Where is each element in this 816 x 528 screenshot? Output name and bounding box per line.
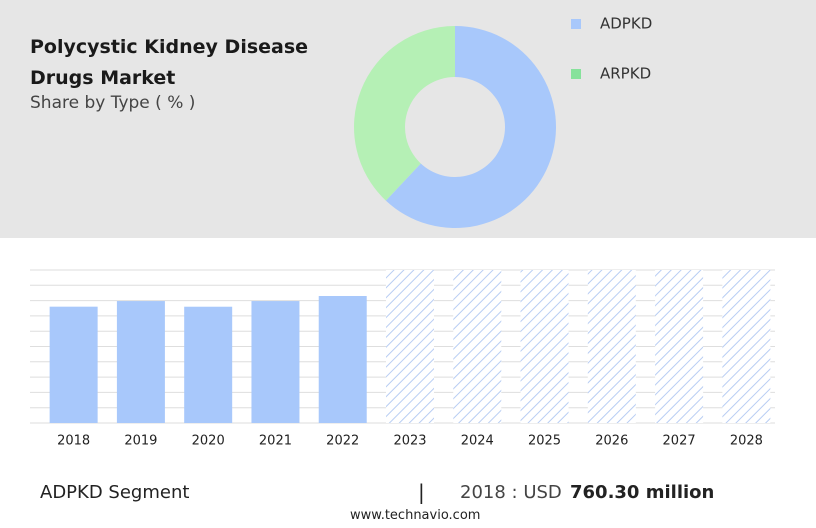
bar xyxy=(251,301,300,423)
year-label: 2018 : USD xyxy=(460,482,562,503)
bar xyxy=(116,301,165,423)
legend-swatch xyxy=(571,69,581,79)
x-tick-label: 2020 xyxy=(192,434,225,449)
x-tick-label: 2018 xyxy=(57,434,90,449)
separator: | xyxy=(418,480,425,504)
segment-label: ADPKD Segment xyxy=(40,482,190,503)
forecast-placeholder xyxy=(587,270,636,423)
chart-title: Polycystic Kidney Disease Drugs Market xyxy=(30,36,309,89)
forecast-placeholder xyxy=(386,270,434,423)
x-tick-label: 2024 xyxy=(461,434,494,449)
source: www.technavio.com xyxy=(350,508,481,523)
x-tick-label: 2021 xyxy=(259,434,292,449)
bar xyxy=(49,306,98,423)
pie-slice xyxy=(385,26,557,228)
value-label: 760.30 million xyxy=(570,482,715,503)
x-tick-label: 2023 xyxy=(393,434,426,449)
x-tick-label: 2027 xyxy=(663,434,696,449)
chart-subtitle: Share by Type ( % ) xyxy=(30,93,196,113)
legend-swatch xyxy=(571,19,581,29)
bar xyxy=(318,296,367,423)
x-tick-label: 2022 xyxy=(326,434,359,449)
legend-label: ADPKD xyxy=(600,15,652,33)
forecast-placeholder xyxy=(453,270,502,423)
forecast-placeholder xyxy=(520,270,569,423)
x-tick-label: 2026 xyxy=(595,434,628,449)
x-tick-label: 2025 xyxy=(528,434,561,449)
x-tick-label: 2028 xyxy=(730,434,763,449)
x-tick-label: 2019 xyxy=(124,434,157,449)
bar xyxy=(184,306,233,423)
pie-slice xyxy=(354,25,455,201)
legend-label: ARPKD xyxy=(600,65,651,83)
forecast-placeholder xyxy=(655,270,704,423)
forecast-placeholder xyxy=(722,270,771,423)
